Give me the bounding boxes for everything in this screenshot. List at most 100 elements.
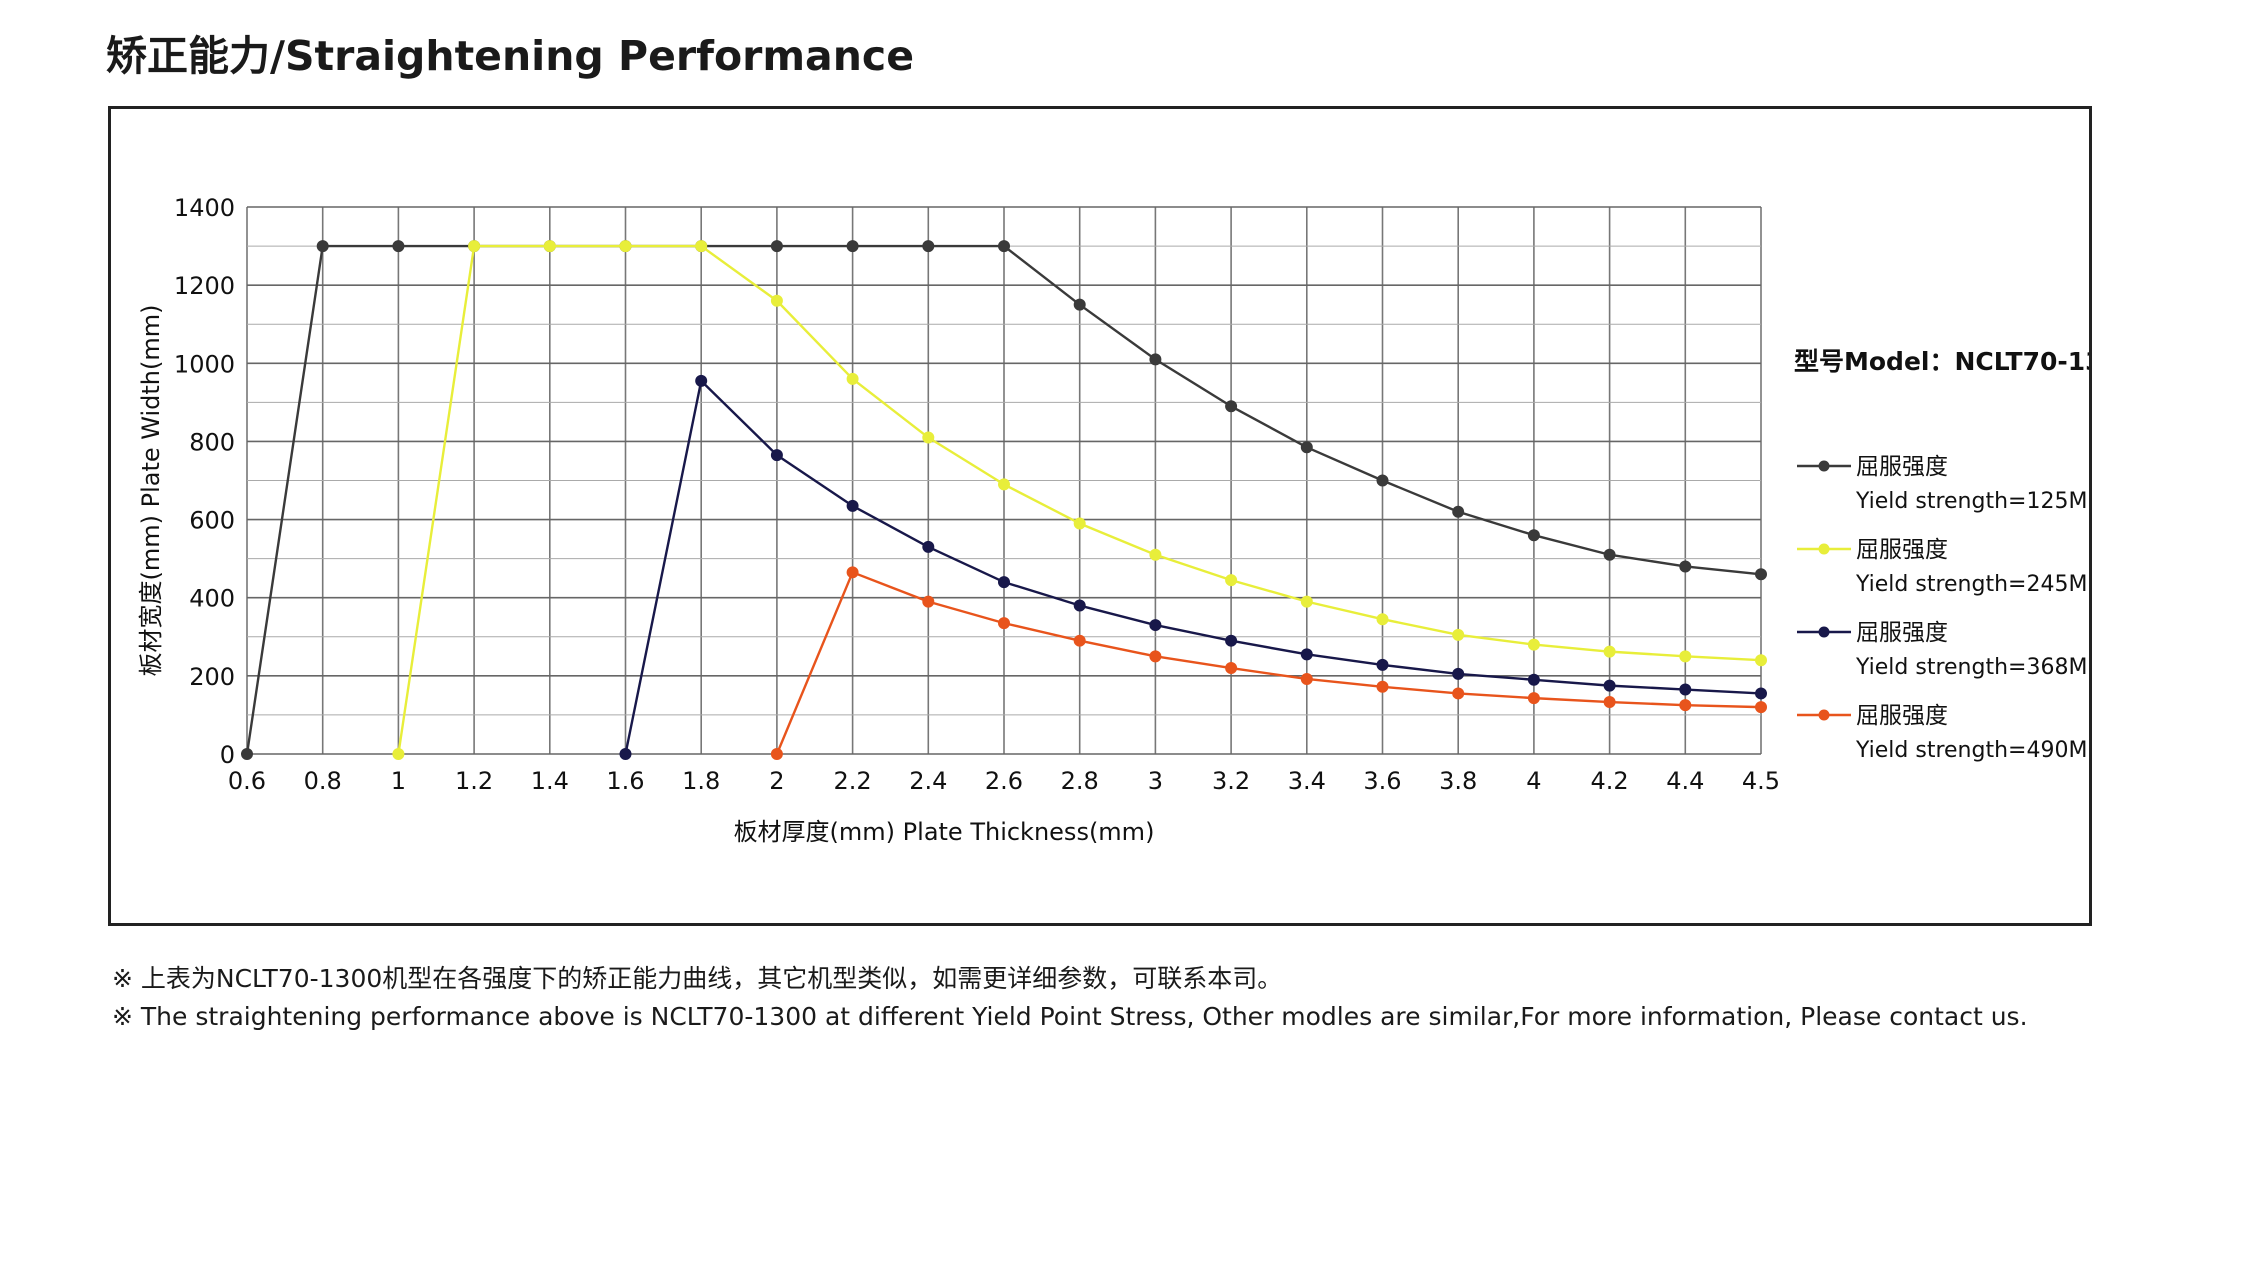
data-point-s1 [846, 240, 859, 253]
data-point-s2 [1376, 613, 1389, 626]
footnotes: ※ 上表为NCLT70-1300机型在各强度下的矫正能力曲线，其它机型类似，如需… [112, 960, 2028, 1036]
data-point-s3 [1149, 619, 1162, 632]
data-point-s4 [846, 566, 859, 579]
data-point-s2 [468, 240, 481, 253]
x-axis-label: 板材厚度(mm) Plate Thickness(mm) [734, 818, 1155, 846]
data-point-s2 [1073, 517, 1086, 530]
data-point-s3 [1679, 683, 1692, 696]
y-tick-label: 200 [189, 663, 235, 691]
legend-label-en: Yield strength=245MPa [1855, 572, 2089, 597]
data-point-s3 [1376, 658, 1389, 671]
data-point-s1 [316, 240, 329, 253]
data-point-s2 [543, 240, 556, 253]
data-point-s4 [998, 617, 1010, 630]
data-point-s4 [1603, 696, 1616, 709]
y-tick-label: 1400 [174, 194, 235, 222]
x-tick-label: 3.6 [1363, 767, 1401, 795]
x-tick-label: 4.2 [1591, 767, 1629, 795]
data-point-s2 [619, 240, 632, 253]
data-point-s1 [922, 240, 935, 253]
data-point-s3 [1452, 667, 1465, 680]
data-point-s1 [998, 240, 1010, 253]
data-point-s2 [695, 240, 708, 253]
data-point-s3 [770, 449, 783, 462]
x-tick-label: 1.8 [682, 767, 720, 795]
legend-label-cn: 屈服强度 [1856, 537, 1948, 563]
data-point-s1 [1755, 568, 1767, 581]
y-tick-label: 600 [189, 507, 235, 535]
x-tick-label: 2.2 [834, 767, 872, 795]
chart-frame: 0 200 400 600 800 1000 1200 1400 0.6 0.8 1 1.2 1.4 1.… [108, 106, 2092, 926]
data-point-s1 [1073, 298, 1086, 311]
data-point-s2 [1149, 548, 1162, 561]
data-point-s4 [1225, 662, 1238, 675]
data-point-s3 [695, 374, 708, 387]
data-point-s2 [998, 478, 1010, 491]
x-tick-label: 1.2 [455, 767, 493, 795]
legend-swatch-marker [1818, 543, 1830, 555]
model-label: 型号Model：NCLT70-1300 [1794, 347, 2089, 376]
data-point-s3 [1755, 687, 1767, 700]
data-point-s2 [1300, 595, 1313, 608]
data-point-s1 [1225, 400, 1238, 413]
data-point-s4 [1300, 672, 1313, 685]
x-tick-label: 1.6 [606, 767, 644, 795]
data-point-s4 [1527, 692, 1540, 705]
data-point-s3 [1300, 648, 1313, 661]
legend-label-cn: 屈服强度 [1856, 454, 1948, 480]
data-point-s4 [1376, 680, 1389, 693]
chart-svg: 0 200 400 600 800 1000 1200 1400 0.6 0.8 1 1.2 1.4 1.… [137, 194, 2089, 846]
x-tick-label: 3.8 [1439, 767, 1477, 795]
data-point-s2 [1527, 638, 1540, 651]
data-point-s1 [1679, 560, 1692, 573]
x-tick-label: 2.6 [985, 767, 1023, 795]
legend-label-en: Yield strength=125MPa [1855, 489, 2089, 514]
data-point-s2 [1755, 654, 1767, 667]
page-title: 矫正能力/Straightening Performance [106, 32, 915, 80]
note-cn: ※ 上表为NCLT70-1300机型在各强度下的矫正能力曲线，其它机型类似，如需… [112, 964, 1283, 993]
series-line-4 [775, 571, 1762, 755]
y-tick-label: 800 [189, 428, 235, 456]
x-tick-label: 0.8 [304, 767, 342, 795]
x-tick-label: 2 [769, 767, 784, 795]
data-point-s3 [998, 576, 1010, 589]
x-tick-label: 1 [391, 767, 406, 795]
data-point-s1 [1149, 353, 1162, 366]
data-point-s4 [922, 595, 935, 608]
data-point-s4 [1149, 650, 1162, 663]
data-point-s4 [1679, 699, 1692, 712]
data-point-s1 [1300, 441, 1313, 454]
y-tick-label: 1200 [174, 272, 235, 300]
data-point-s1 [1376, 474, 1389, 487]
data-point-s3 [846, 499, 859, 512]
note-en: ※ The straightening performance above is… [112, 1002, 2028, 1031]
data-point-s2 [1452, 628, 1465, 641]
x-tick-label: 4.4 [1666, 767, 1704, 795]
legend-label-cn: 屈服强度 [1856, 703, 1948, 729]
data-point-s4 [1755, 701, 1767, 714]
data-point-s1 [241, 748, 253, 760]
legend-label-en: Yield strength=368MPa [1855, 655, 2089, 680]
data-point-s3 [1603, 679, 1616, 692]
data-point-s2 [1225, 574, 1238, 587]
x-tick-label: 2.8 [1061, 767, 1099, 795]
x-tick-label: 0.6 [228, 767, 266, 795]
legend-swatch-marker [1818, 460, 1830, 472]
x-tick-label: 2.4 [909, 767, 947, 795]
data-point-s3 [1073, 599, 1086, 612]
y-tick-label: 400 [189, 585, 235, 613]
data-point-s2 [846, 372, 859, 385]
data-point-s3 [1527, 673, 1540, 686]
y-tick-label: 0 [220, 741, 235, 769]
data-point-s3 [1225, 634, 1238, 647]
data-point-s1 [1603, 548, 1616, 561]
data-point-s2 [922, 431, 935, 444]
data-point-s1 [1527, 529, 1540, 542]
data-point-s2 [1679, 650, 1692, 663]
legend-swatch-marker [1818, 626, 1830, 638]
x-tick-label: 4 [1526, 767, 1541, 795]
x-tick-label: 4.5 [1742, 767, 1780, 795]
y-tick-label: 1000 [174, 350, 235, 378]
data-point-s2 [770, 294, 783, 307]
x-tick-label: 3.2 [1212, 767, 1250, 795]
